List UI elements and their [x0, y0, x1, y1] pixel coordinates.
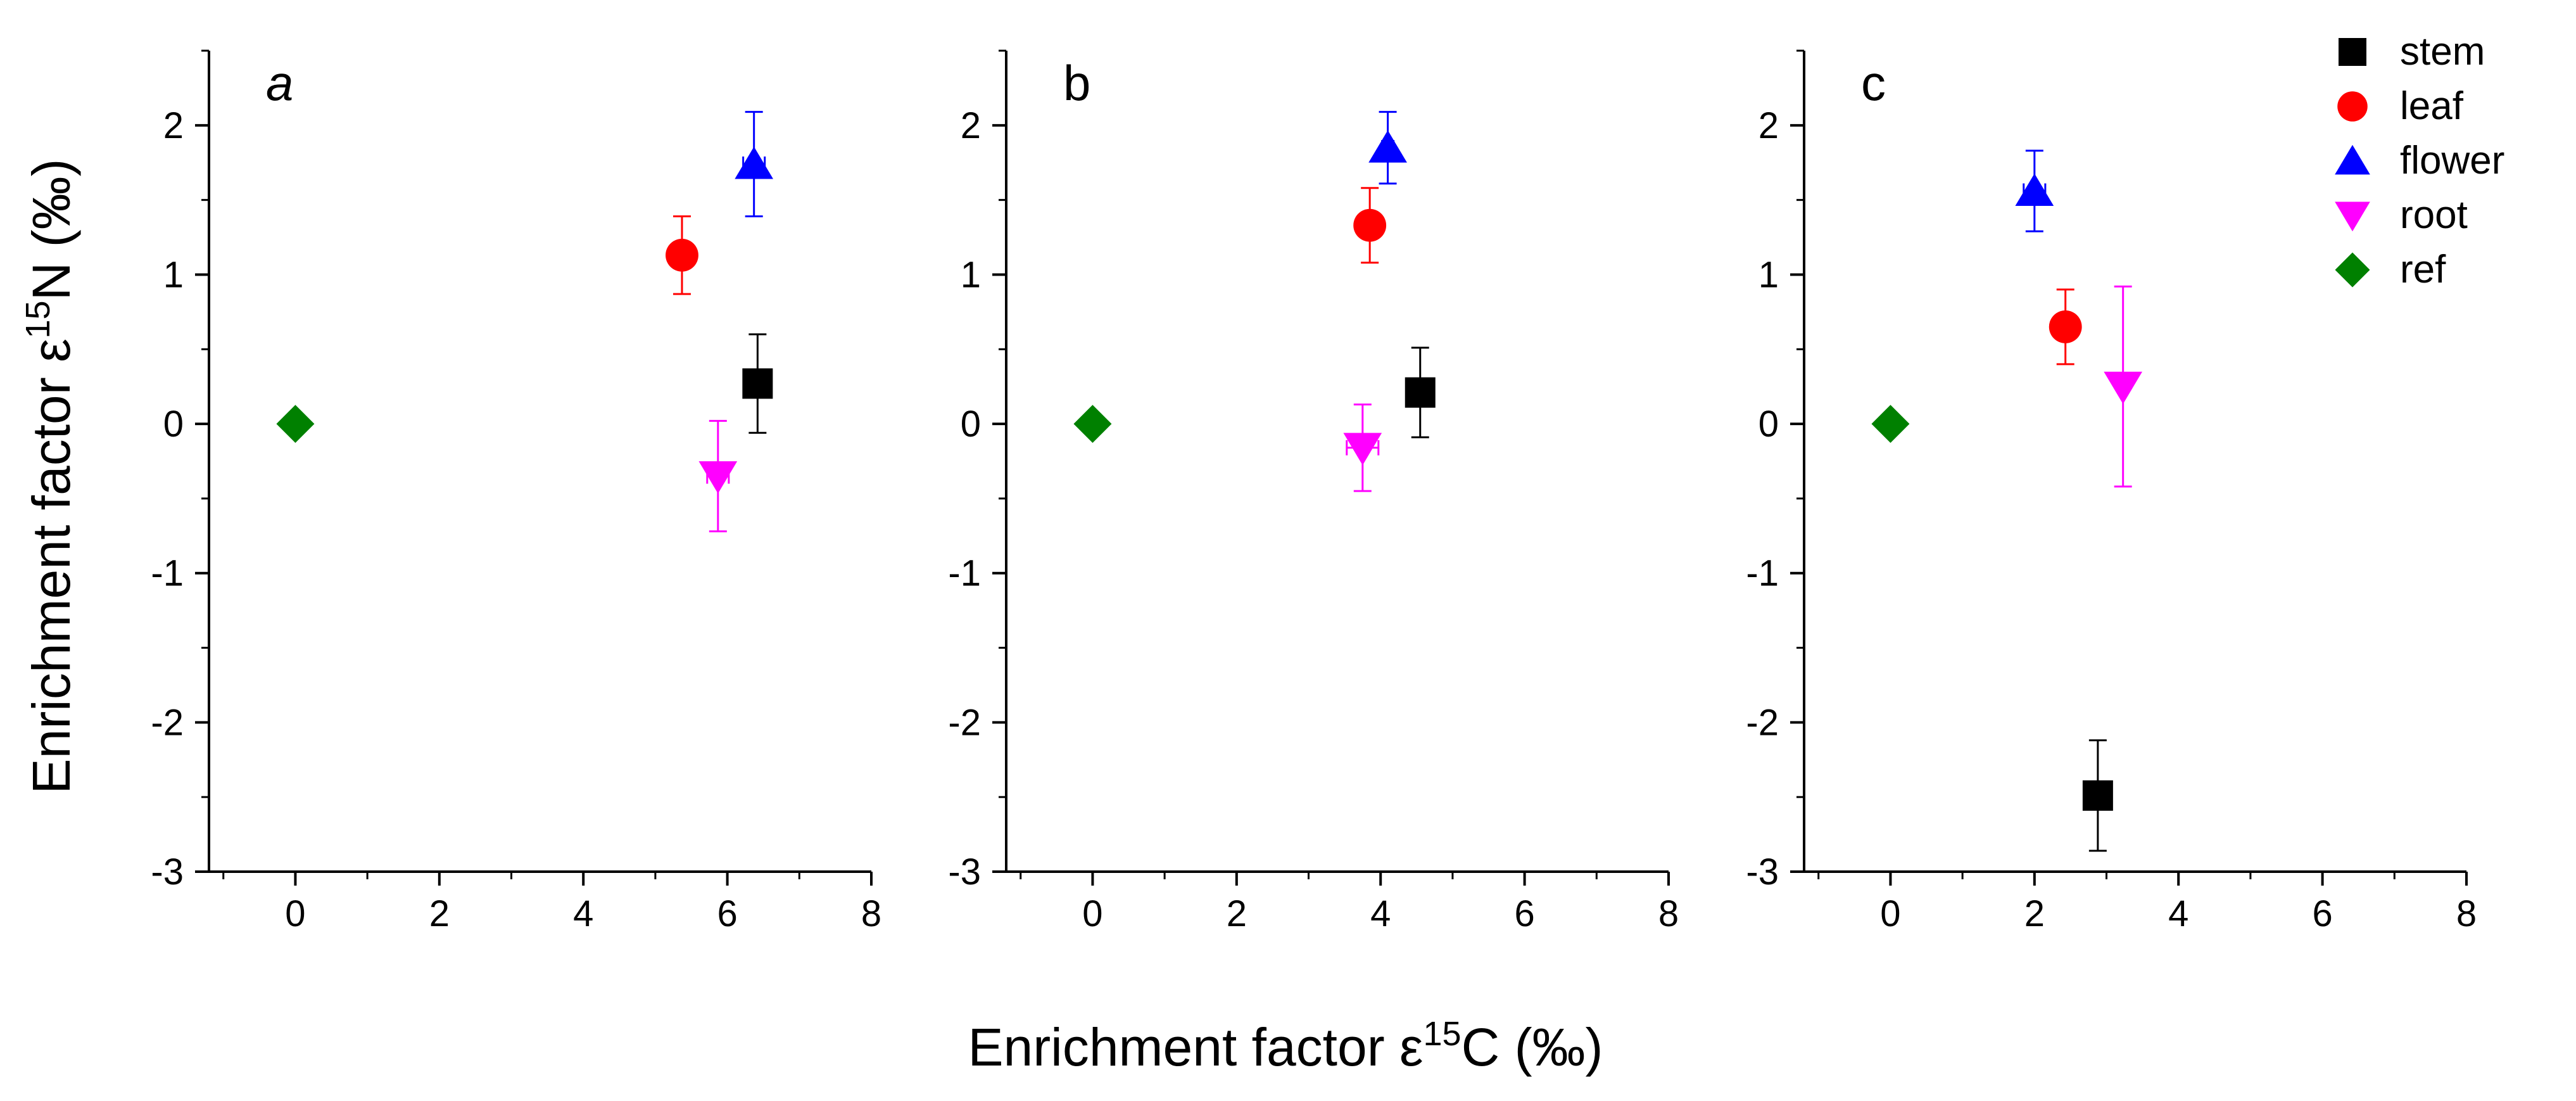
- triangle-down-marker-icon: [2335, 201, 2370, 232]
- point-ref: [276, 405, 315, 443]
- x-tick-label: 8: [861, 893, 881, 934]
- panel-b: 0 2 4 6 8 -3 -2 -1 0 1 2 b: [948, 49, 1679, 934]
- legend-marker-flower: [2335, 144, 2370, 175]
- point-ref: [1871, 405, 1910, 443]
- legend-marker-leaf: [2337, 91, 2368, 122]
- legend-marker-stem: [2339, 38, 2366, 66]
- y-tick-label: -1: [948, 553, 981, 594]
- point-root: [698, 461, 738, 494]
- y-tick-label: 2: [961, 105, 981, 146]
- y-axis-title-unit: N (‰): [22, 158, 81, 300]
- legend-entry-leaf: leaf: [2337, 84, 2464, 128]
- panel-label: a: [266, 55, 293, 111]
- x-tick-label: 6: [1514, 893, 1534, 934]
- legend-label-ref: ref: [2400, 248, 2446, 291]
- y-tick-label: 1: [163, 254, 184, 295]
- x-axis-title-sup: 15: [1424, 1015, 1462, 1053]
- legend-entry-flower: flower: [2335, 139, 2504, 182]
- point-ref: [1073, 405, 1112, 443]
- legend-label-flower: flower: [2400, 139, 2504, 182]
- x-tick-label: 2: [429, 893, 450, 934]
- y-tick-label: 2: [163, 105, 184, 146]
- legend-entry-stem: stem: [2339, 30, 2485, 73]
- y-tick-label: 2: [1758, 105, 1779, 146]
- x-tick-label: 2: [1227, 893, 1247, 934]
- point-root: [2104, 371, 2143, 404]
- triangle-up-marker-icon: [2335, 144, 2370, 175]
- y-tick-label: -1: [1746, 553, 1779, 594]
- legend: stem leaf flower root ref: [2335, 30, 2504, 291]
- y-tick-label: -3: [948, 851, 981, 893]
- x-tick-label: 0: [285, 893, 305, 934]
- legend-label-stem: stem: [2400, 30, 2485, 73]
- legend-label-root: root: [2400, 193, 2468, 237]
- x-tick-label: 0: [1880, 893, 1900, 934]
- y-axis-title: Enrichment factor ε15N (‰): [19, 158, 81, 794]
- point-root: [1343, 433, 1382, 466]
- y-tick-label: 0: [1758, 404, 1779, 445]
- point-stem: [1405, 377, 1436, 408]
- x-tick-label: 4: [1370, 893, 1391, 934]
- y-tick-label: 1: [961, 254, 981, 295]
- x-axis-title: Enrichment factor ε15C (‰): [968, 1015, 1603, 1077]
- panel-label: b: [1063, 55, 1090, 111]
- y-tick-label: -3: [1746, 851, 1779, 893]
- x-axis-title-unit: C (‰): [1462, 1017, 1603, 1077]
- legend-marker-ref: [2335, 252, 2370, 288]
- x-tick-label: 2: [2024, 893, 2045, 934]
- diamond-marker-icon: [2335, 252, 2370, 288]
- legend-entry-ref: ref: [2335, 248, 2446, 291]
- point-leaf: [666, 238, 698, 272]
- x-tick-label: 6: [2312, 893, 2332, 934]
- circle-marker-icon: [2337, 91, 2368, 122]
- panel-c: 0 2 4 6 8 -3 -2 -1 0 1 2 c: [1746, 49, 2477, 934]
- y-tick-label: 0: [163, 404, 184, 445]
- point-stem: [2082, 780, 2113, 811]
- x-tick-label: 4: [2168, 893, 2188, 934]
- point-flower: [1368, 130, 1407, 163]
- point-leaf: [2049, 310, 2082, 343]
- x-tick-label: 6: [717, 893, 737, 934]
- y-tick-label: -3: [151, 851, 184, 893]
- y-tick-label: 1: [1758, 254, 1779, 295]
- y-axis-title-sup: 15: [19, 300, 57, 338]
- panel-label: c: [1861, 55, 1886, 111]
- legend-label-leaf: leaf: [2400, 84, 2464, 128]
- legend-entry-root: root: [2335, 193, 2468, 237]
- x-axis-title-text: Enrichment factor ε: [968, 1017, 1423, 1077]
- x-tick-label: 8: [1658, 893, 1679, 934]
- panel-a: 0 2 4 6 8 -3 -2 -1 0 1 2 a: [151, 49, 881, 934]
- y-tick-label: -2: [948, 702, 981, 743]
- y-tick-label: -2: [151, 702, 184, 743]
- x-tick-label: 8: [2456, 893, 2477, 934]
- square-marker-icon: [2339, 38, 2366, 66]
- point-leaf: [1353, 208, 1387, 242]
- y-axis-title-text: Enrichment factor ε: [22, 338, 81, 794]
- y-tick-label: -1: [151, 553, 184, 594]
- point-flower: [2015, 173, 2054, 206]
- point-flower: [735, 146, 774, 179]
- y-tick-label: 0: [961, 404, 981, 445]
- point-stem: [742, 368, 773, 399]
- x-tick-label: 0: [1082, 893, 1102, 934]
- y-tick-label: -2: [1746, 702, 1779, 743]
- x-tick-label: 4: [573, 893, 593, 934]
- legend-marker-root: [2335, 201, 2370, 232]
